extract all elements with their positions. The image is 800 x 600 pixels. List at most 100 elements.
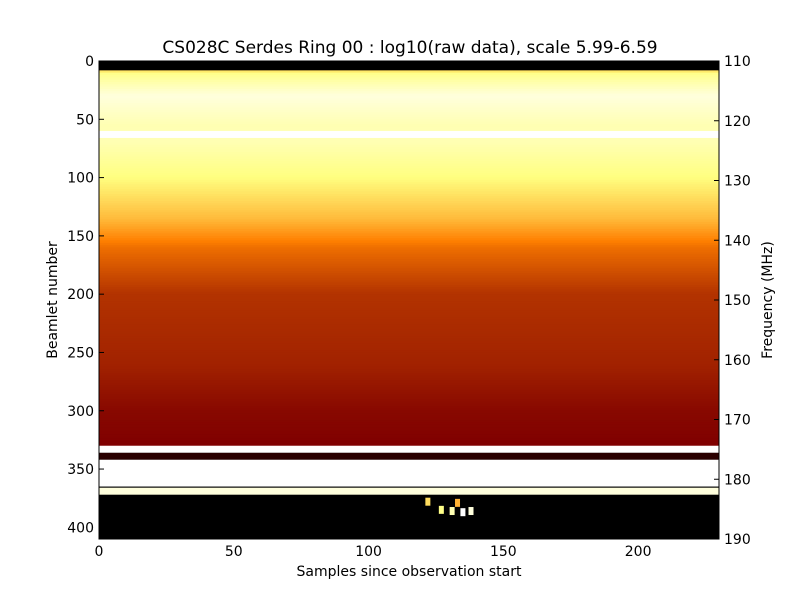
heatmap-row (99, 109, 719, 113)
heatmap-row (99, 357, 719, 360)
heatmap-row (99, 364, 719, 367)
heatmap-bright-band (99, 459, 719, 487)
heatmap-row (99, 98, 719, 102)
heatmap-row (99, 275, 719, 279)
heatmap-dark-band (99, 497, 719, 539)
heatmap-row (99, 301, 719, 304)
heatmap-row (99, 305, 719, 309)
heatmap-row (99, 263, 719, 267)
heatmap-row (99, 392, 719, 395)
heatmap-row (99, 399, 719, 402)
y-tick-label: 200 (67, 287, 94, 303)
y2-tick-label: 170 (724, 413, 751, 429)
heatmap-dark-band (99, 61, 719, 71)
heatmap-row (99, 219, 719, 223)
heatmap-row (99, 403, 719, 407)
heatmap-row (99, 224, 719, 227)
heatmap-row (99, 413, 719, 416)
heatmap-row (99, 93, 719, 97)
heatmap-row (99, 436, 719, 440)
heatmap-row (99, 380, 719, 384)
y2-tick-label: 140 (724, 233, 751, 249)
heatmap-spot (438, 505, 444, 514)
heatmap-row (99, 191, 719, 195)
heatmap-bright-band (99, 445, 719, 453)
heatmap-row (99, 247, 719, 251)
heatmap-row (99, 289, 719, 293)
heatmap-row (99, 254, 719, 258)
heatmap-row (99, 427, 719, 430)
heatmap-row (99, 322, 719, 325)
plot-area (99, 61, 719, 539)
heatmap-row (99, 291, 719, 295)
heatmap-spot (460, 508, 466, 517)
heatmap-row (99, 72, 719, 76)
heatmap-row (99, 221, 719, 225)
heatmap-row (99, 298, 719, 302)
heatmap-row (99, 284, 719, 288)
y2-tick-label: 180 (724, 472, 751, 488)
heatmap-row (99, 123, 719, 127)
y-tick-label: 150 (67, 229, 94, 245)
heatmap-row (99, 366, 719, 370)
heatmap-row (99, 277, 719, 281)
heatmap-row (99, 184, 719, 188)
heatmap-row (99, 443, 719, 447)
heatmap-row (99, 74, 719, 78)
heatmap-row (99, 151, 719, 155)
y-tick-label: 50 (76, 112, 94, 128)
heatmap-row (99, 86, 719, 90)
heatmap-row (99, 368, 719, 372)
heatmap-row (99, 429, 719, 433)
heatmap-row (99, 261, 719, 265)
heatmap-row (99, 91, 719, 95)
heatmap-row (99, 340, 719, 344)
heatmap-row (99, 165, 719, 169)
heatmap-row (99, 140, 719, 144)
heatmap-row (99, 266, 719, 269)
heatmap-row (99, 116, 719, 120)
heatmap-row (99, 210, 719, 213)
heatmap-row (99, 198, 719, 202)
y-tick-label: 0 (85, 54, 94, 70)
heatmap-row (99, 100, 719, 104)
x-tick-label: 50 (225, 544, 243, 560)
heatmap-row (99, 294, 719, 297)
heatmap-row (99, 207, 719, 211)
heatmap-row (99, 312, 719, 316)
y-axis-title: Beamlet number (45, 241, 61, 359)
heatmap-row (99, 112, 719, 116)
heatmap-row (99, 238, 719, 241)
heatmap-row (99, 249, 719, 253)
heatmap-row (99, 270, 719, 274)
y2-axis-title: Frequency (MHz) (760, 241, 776, 359)
heatmap-row (99, 126, 719, 130)
heatmap-row (99, 422, 719, 426)
heatmap-row (99, 105, 719, 109)
axes: 0 50 100 150 200 0 50 100 150 200 250 300 350 400 110 1… (67, 54, 750, 560)
heatmap-row (99, 371, 719, 374)
heatmap-row (99, 231, 719, 234)
heatmap-row (99, 137, 719, 141)
y2-tick-label: 150 (724, 293, 751, 309)
heatmap-row (99, 214, 719, 218)
heatmap-row (99, 406, 719, 409)
y2-tick-label: 120 (724, 114, 751, 130)
heatmap-row (99, 410, 719, 414)
heatmap-row (99, 375, 719, 379)
heatmap-row (99, 161, 719, 164)
heatmap-row (99, 175, 719, 178)
heatmap-row (99, 142, 719, 146)
heatmap-row (99, 203, 719, 206)
heatmap-row (99, 273, 719, 276)
heatmap-row (99, 333, 719, 337)
heatmap-row (99, 352, 719, 356)
heatmap-row (99, 189, 719, 192)
x-tick-label: 150 (490, 544, 517, 560)
heatmap-row (99, 156, 719, 160)
heatmap-row (99, 84, 719, 88)
heatmap-row (99, 235, 719, 239)
heatmap-row (99, 170, 719, 174)
heatmap-row (99, 119, 719, 123)
